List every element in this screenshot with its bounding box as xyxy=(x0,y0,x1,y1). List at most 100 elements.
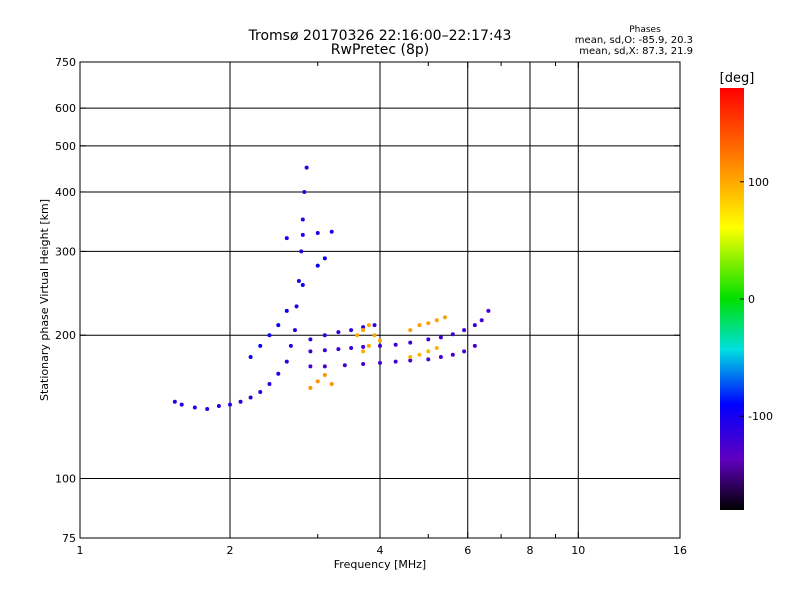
data-point xyxy=(438,335,443,340)
data-point xyxy=(300,217,305,222)
data-point xyxy=(315,263,320,268)
y-axis-label: Stationary phase Virtual Height [km] xyxy=(38,199,51,401)
data-point xyxy=(438,355,443,360)
data-point xyxy=(238,399,243,404)
y-tick-label: 750 xyxy=(55,56,76,69)
data-point xyxy=(361,325,366,330)
data-point xyxy=(378,338,382,343)
stats-heading: Phases xyxy=(629,25,661,35)
data-point xyxy=(342,363,347,368)
data-point xyxy=(192,405,197,410)
data-point xyxy=(426,321,431,326)
data-point xyxy=(329,381,334,386)
data-point xyxy=(228,402,232,407)
y-tick-label: 400 xyxy=(55,186,76,199)
data-point xyxy=(393,359,398,364)
data-point xyxy=(308,349,313,354)
x-tick-label: 16 xyxy=(673,544,687,557)
data-point xyxy=(450,352,455,357)
data-point xyxy=(205,406,210,411)
data-point xyxy=(315,379,320,384)
data-point xyxy=(284,359,289,364)
data-point xyxy=(479,318,484,323)
data-point xyxy=(349,346,354,351)
data-point xyxy=(361,362,366,367)
data-point xyxy=(308,337,313,342)
data-point xyxy=(426,349,431,354)
stats-line-o: mean, sd,O: -85.9, 20.3 xyxy=(575,35,693,46)
data-point xyxy=(296,279,301,284)
data-point xyxy=(462,349,467,354)
data-point xyxy=(322,364,327,369)
data-point xyxy=(258,343,263,348)
chart-subtitle: RwPretec (8p) xyxy=(331,42,429,58)
x-tick-label: 6 xyxy=(464,544,471,557)
data-point xyxy=(378,360,382,365)
data-point xyxy=(292,328,297,333)
data-point xyxy=(288,343,293,348)
data-point xyxy=(179,402,184,407)
data-point xyxy=(408,340,413,345)
x-tick-label: 4 xyxy=(377,544,384,557)
data-point xyxy=(322,348,327,353)
data-point xyxy=(308,385,313,390)
data-point xyxy=(304,165,309,170)
data-point xyxy=(426,357,431,362)
data-point xyxy=(322,373,327,378)
data-point xyxy=(417,352,422,357)
data-point xyxy=(361,344,366,349)
data-point xyxy=(378,343,382,348)
data-point xyxy=(308,364,313,369)
y-tick-label: 600 xyxy=(55,102,76,115)
data-point xyxy=(417,323,422,328)
data-point xyxy=(300,283,305,288)
colorbar-tick-label: -100 xyxy=(748,410,773,423)
data-point xyxy=(434,318,439,323)
data-point xyxy=(336,347,341,352)
colorbar-ticks: 100 0 -100 xyxy=(740,176,773,423)
data-point xyxy=(450,332,455,337)
data-point xyxy=(276,323,281,328)
data-point xyxy=(361,328,366,333)
data-point xyxy=(355,333,360,338)
data-point xyxy=(472,343,477,348)
data-point xyxy=(434,346,439,351)
data-point xyxy=(315,230,320,235)
x-tick-label: 8 xyxy=(527,544,534,557)
data-point xyxy=(442,315,447,320)
y-tick-label: 300 xyxy=(55,245,76,258)
data-point xyxy=(322,256,327,261)
data-point xyxy=(294,304,299,309)
colorbar-label: [deg] xyxy=(720,71,755,86)
data-point xyxy=(408,328,413,333)
data-point xyxy=(408,358,413,363)
colorbar-tick-label: 100 xyxy=(748,176,769,189)
data-points xyxy=(172,165,491,411)
data-point xyxy=(302,189,307,194)
data-point xyxy=(366,323,371,328)
y-tick-label: 75 xyxy=(62,532,76,545)
data-point xyxy=(336,330,341,335)
data-point xyxy=(361,349,366,354)
data-point xyxy=(329,229,334,234)
data-point xyxy=(248,395,253,400)
colorbar-tick-label: 0 xyxy=(748,293,755,306)
y-tick-label: 100 xyxy=(55,473,76,486)
data-point xyxy=(322,333,327,338)
x-tick-label: 1 xyxy=(77,544,84,557)
data-point xyxy=(258,389,263,394)
data-point xyxy=(372,333,377,338)
data-point xyxy=(349,328,354,333)
x-tick-label: 2 xyxy=(227,544,234,557)
data-point xyxy=(216,404,221,409)
y-tick-label: 200 xyxy=(55,329,76,342)
data-point xyxy=(248,355,253,360)
data-point xyxy=(366,343,371,348)
grid xyxy=(80,62,680,538)
data-point xyxy=(426,337,431,342)
data-point xyxy=(267,381,272,386)
chart-title: Tromsø 20170326 22:16:00–22:17:43 xyxy=(248,28,512,44)
data-point xyxy=(284,308,289,313)
data-point xyxy=(408,355,413,360)
